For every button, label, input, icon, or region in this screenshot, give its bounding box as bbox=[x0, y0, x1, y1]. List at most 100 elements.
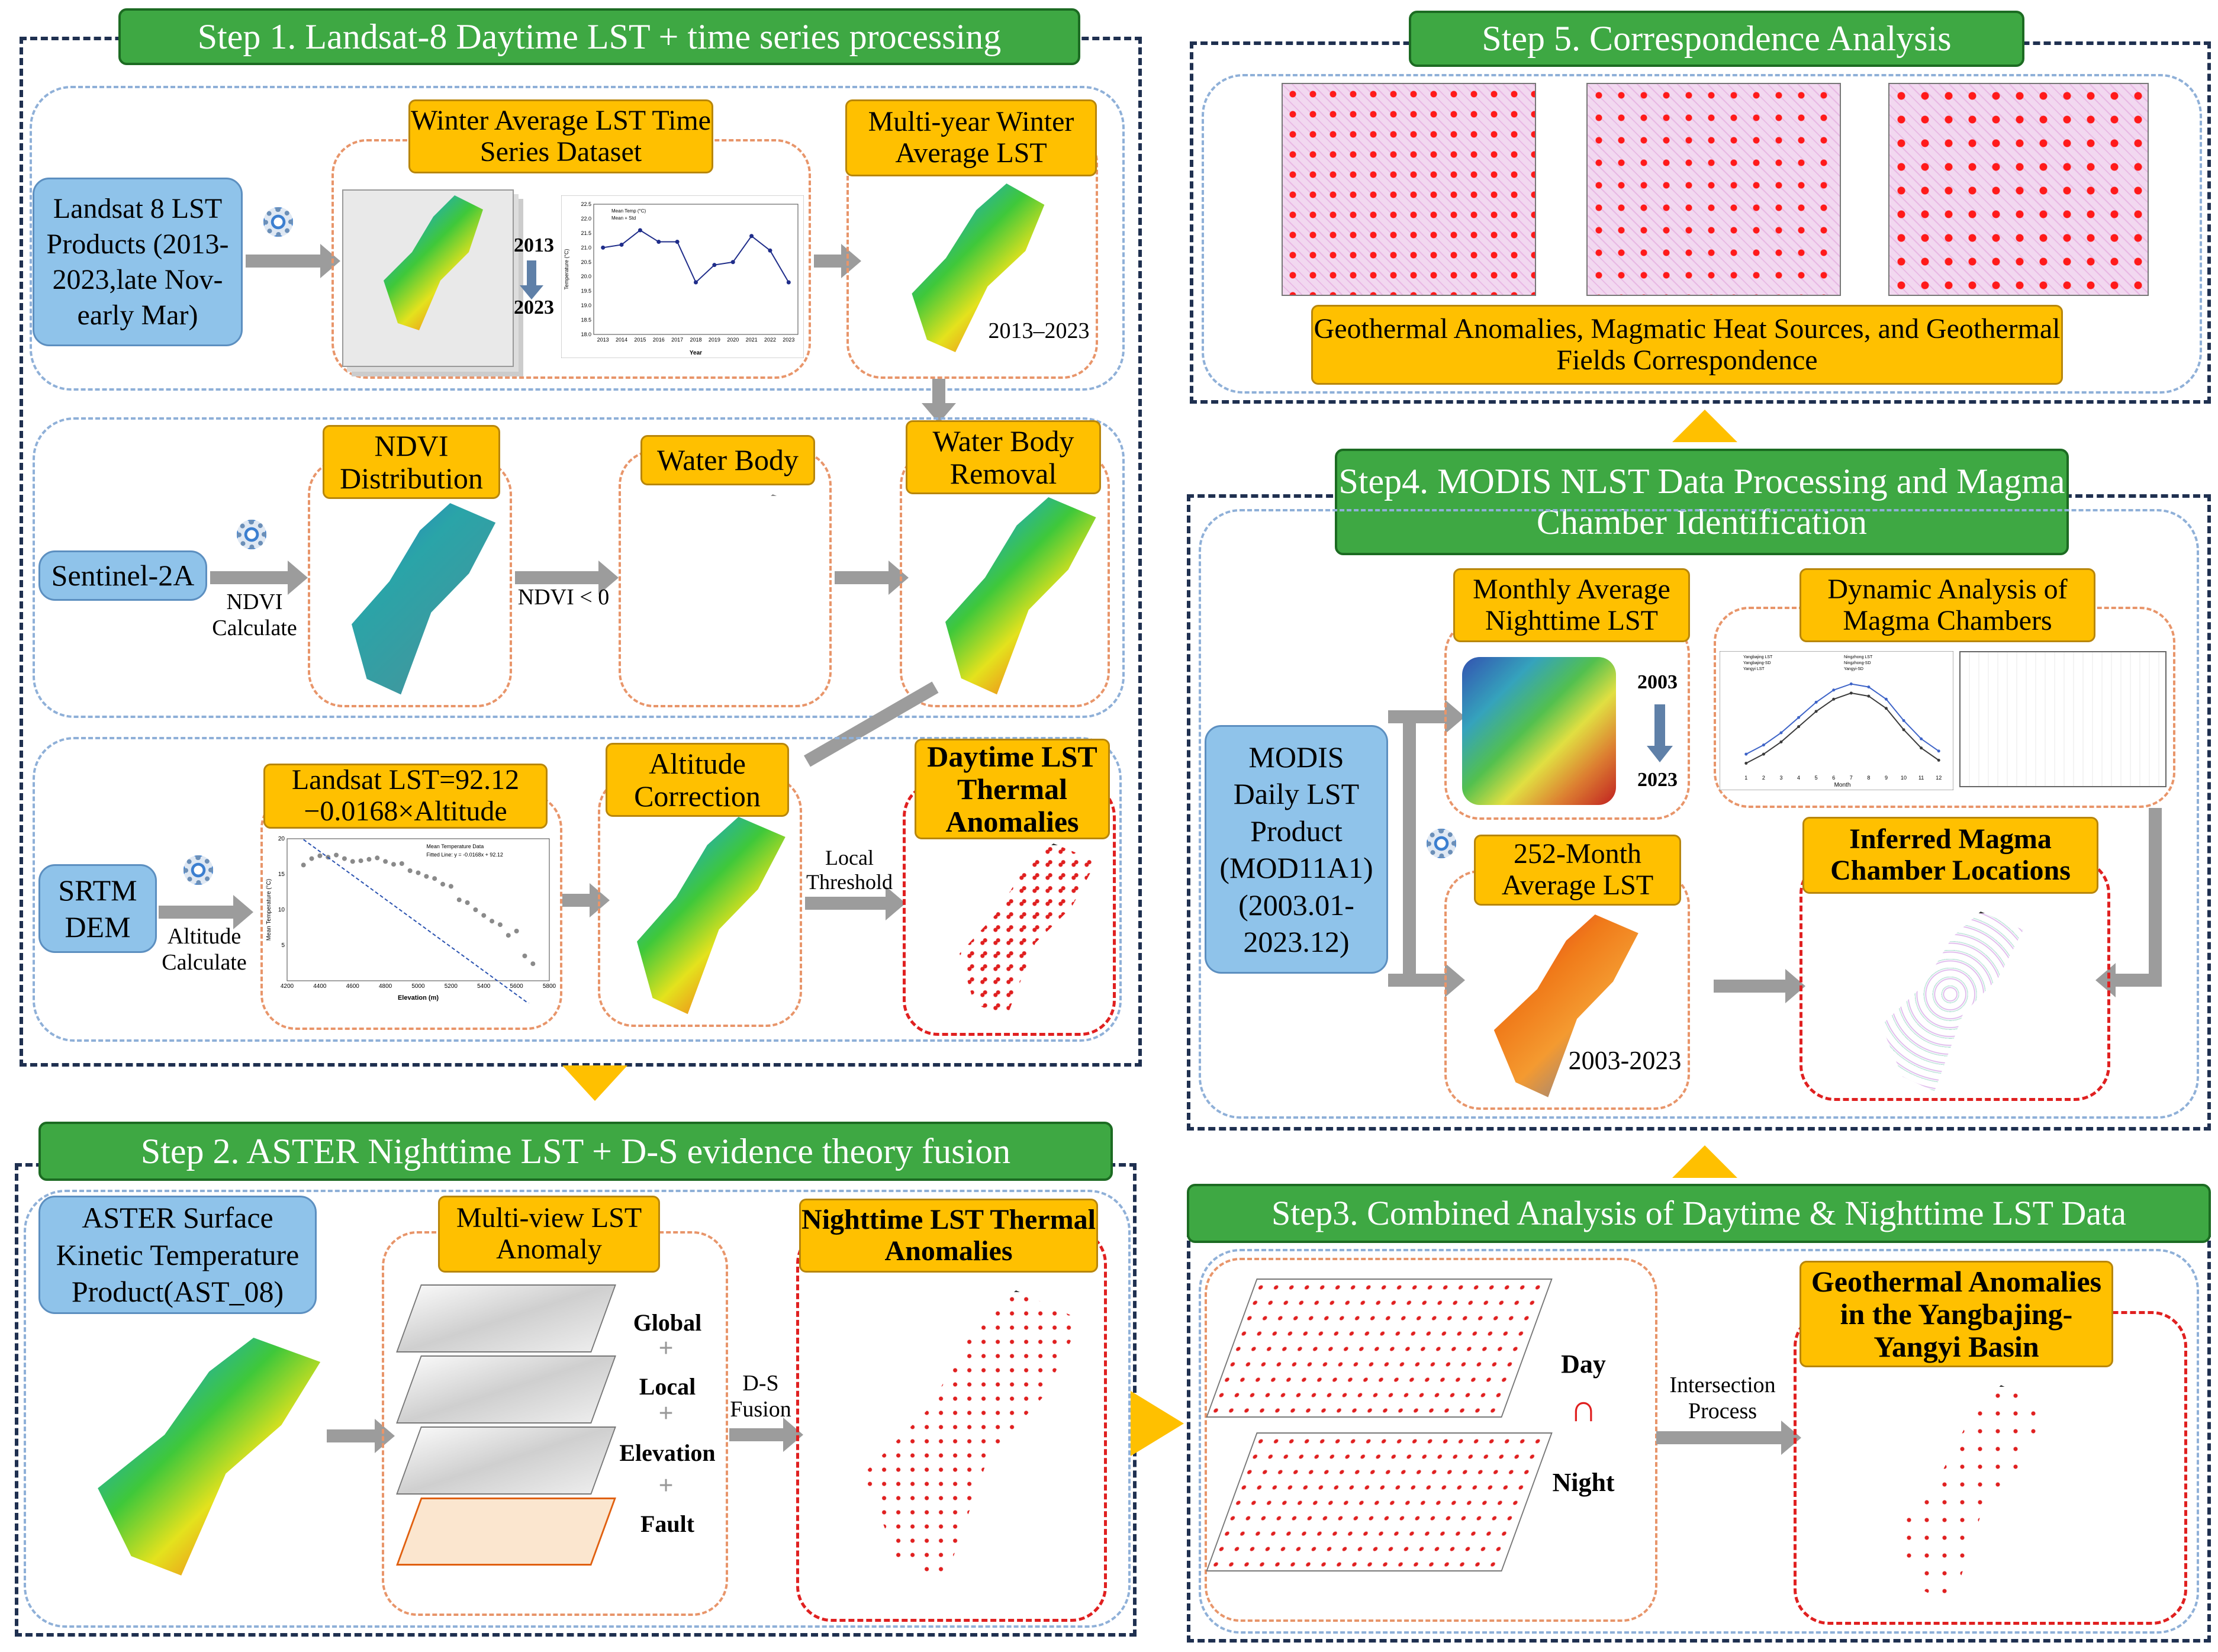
elev-xtick-label: 5200 bbox=[445, 983, 458, 990]
ts-ytick-label: 19.0 bbox=[581, 302, 591, 308]
month-legend-entry: Ningzhong LST bbox=[1844, 655, 1873, 659]
month-data-point bbox=[1849, 682, 1853, 685]
multiview-label: Multi-view LST Anomaly bbox=[438, 1196, 660, 1273]
month-series-line bbox=[1746, 683, 1939, 755]
month-xtick-label: 6 bbox=[1832, 775, 1835, 781]
step5-row bbox=[1202, 74, 2202, 394]
ts-data-point bbox=[656, 240, 661, 244]
water-removal-label: Water Body Removal bbox=[906, 420, 1101, 494]
ts-data-point bbox=[675, 240, 680, 244]
monthly-down-arrow-head-icon bbox=[1647, 746, 1673, 762]
ts-ytick-label: 21.0 bbox=[581, 244, 591, 250]
month-legend-entry: Yangbajing LST bbox=[1743, 655, 1773, 659]
arrow-multiyear-down bbox=[922, 379, 956, 423]
arrow-sentinel-to-ndvi bbox=[210, 561, 308, 595]
month-data-point bbox=[1814, 710, 1818, 713]
month-xtick-label: 4 bbox=[1797, 775, 1800, 781]
modis-product-box: MODIS Daily LST Product (MOD11A1) (2003.… bbox=[1205, 725, 1388, 974]
arrow-srtm-to-formula bbox=[159, 895, 253, 929]
elev-ylabel: Mean Temperature (°C) bbox=[266, 879, 272, 941]
month-legend-entry: Ningzhong-SD bbox=[1844, 661, 1871, 665]
elev-data-point bbox=[530, 961, 536, 967]
step2-title: Step 2. ASTER Nighttime LST + D-S eviden… bbox=[38, 1122, 1113, 1181]
ts-xtick-label: 2016 bbox=[653, 337, 665, 343]
ndvi-calc-label: NDVI Calculate bbox=[212, 590, 297, 640]
arrow-modis-to-monthly bbox=[1388, 700, 1465, 734]
elev-data-point bbox=[375, 855, 380, 861]
month-data-point bbox=[1832, 688, 1836, 692]
layer-elevation-thumb bbox=[396, 1426, 616, 1495]
altitude-calc-label: Altitude Calculate bbox=[162, 924, 247, 975]
aster-product-box: ASTER Surface Kinetic Temperature Produc… bbox=[38, 1196, 317, 1314]
month-xtick-label: 11 bbox=[1918, 775, 1924, 781]
month-xtick-label: 9 bbox=[1885, 775, 1888, 781]
month-xtick-label: 12 bbox=[1936, 775, 1942, 781]
ts-ytick-label: 22.5 bbox=[581, 201, 591, 207]
elev-ytick-label: 15 bbox=[278, 871, 285, 878]
arrow-modis-branch bbox=[1403, 710, 1416, 986]
elev-xtick-label: 5400 bbox=[477, 983, 491, 990]
month-data-point bbox=[1867, 685, 1871, 689]
elev-data-point bbox=[301, 862, 306, 868]
month-data-point bbox=[1867, 694, 1871, 698]
month-xtick-label: 5 bbox=[1815, 775, 1818, 781]
elev-plot-frame bbox=[286, 838, 550, 981]
elev-ytick-label: 20 bbox=[278, 836, 285, 842]
month-xtick-label: 7 bbox=[1850, 775, 1853, 781]
elev-data-point bbox=[440, 881, 446, 887]
month-data-point bbox=[1884, 697, 1888, 701]
ts-ytick-label: 20.0 bbox=[581, 273, 591, 279]
month-chart-bg bbox=[1720, 651, 1953, 790]
ts-ylabel: Temperature (°C) bbox=[564, 249, 569, 289]
ts-chart-bg bbox=[561, 195, 804, 358]
ts-xtick-label: 2023 bbox=[783, 337, 794, 343]
month252-range: 2003-2023 bbox=[1568, 1046, 1682, 1075]
step1-title: Step 1. Landsat-8 Daytime LST + time ser… bbox=[118, 8, 1080, 65]
dynamic-analysis-label: Dynamic Analysis of Magma Chambers bbox=[1799, 568, 2095, 642]
elev-xtick-label: 5600 bbox=[510, 983, 524, 990]
elev-legend-entry: Mean Temperature Data bbox=[426, 843, 484, 849]
ts-ytick-label: 20.5 bbox=[581, 259, 591, 265]
elev-data-point bbox=[506, 933, 511, 938]
elev-data-point bbox=[309, 856, 314, 861]
correspondence-map-3 bbox=[1888, 83, 2149, 296]
monthly-year-end: 2023 bbox=[1637, 768, 1678, 791]
ts-ytick-label: 18.5 bbox=[581, 317, 591, 323]
elev-ytick-label: 10 bbox=[278, 907, 285, 913]
arrow-multiview-to-night bbox=[729, 1418, 803, 1452]
elev-data-point bbox=[366, 856, 372, 862]
elev-data-point bbox=[334, 852, 339, 858]
arrow-dynamic-down bbox=[2149, 808, 2162, 986]
elev-data-point bbox=[490, 919, 495, 924]
daytime-anomalies-label: Daytime LST Thermal Anomalies bbox=[915, 739, 1110, 839]
ts-data-point bbox=[730, 260, 735, 265]
arrow-landsat-to-ts bbox=[246, 244, 340, 278]
elev-xtick-label: 4800 bbox=[379, 983, 392, 990]
month-xlabel: Month bbox=[1834, 782, 1851, 788]
step5-title: Step 5. Correspondence Analysis bbox=[1409, 11, 2024, 67]
elev-data-point bbox=[465, 900, 470, 905]
correspondence-map-2 bbox=[1586, 83, 1841, 296]
elev-data-point bbox=[432, 876, 437, 881]
arrow-formula-to-correction bbox=[562, 883, 610, 917]
step3-title: Step3. Combined Analysis of Daytime & Ni… bbox=[1187, 1184, 2211, 1243]
elev-data-point bbox=[317, 853, 323, 858]
month-xtick-label: 2 bbox=[1762, 775, 1765, 781]
elev-xtick-label: 5800 bbox=[543, 983, 556, 990]
step4-row bbox=[1199, 509, 2199, 1119]
ts-data-point bbox=[694, 280, 698, 285]
local-threshold-label: Local Threshold bbox=[806, 845, 893, 894]
layer-fault-label: Fault bbox=[640, 1511, 695, 1537]
ts-xtick-label: 2019 bbox=[709, 337, 720, 343]
layer-global-label: Global bbox=[633, 1309, 702, 1336]
ts-xtick-label: 2015 bbox=[634, 337, 646, 343]
day-label: Day bbox=[1561, 1349, 1606, 1379]
day-layer-thumb bbox=[1206, 1279, 1553, 1418]
ts-xlabel: Year bbox=[690, 350, 702, 356]
elev-data-point bbox=[391, 862, 396, 867]
layer-fault-thumb bbox=[396, 1498, 616, 1566]
ts-xtick-label: 2022 bbox=[764, 337, 776, 343]
ts-xtick-label: 2014 bbox=[616, 337, 627, 343]
month-data-point bbox=[1779, 740, 1783, 743]
geothermal-anomalies-label: Geothermal Anomalies in the Yangbajing-Y… bbox=[1799, 1261, 2113, 1367]
